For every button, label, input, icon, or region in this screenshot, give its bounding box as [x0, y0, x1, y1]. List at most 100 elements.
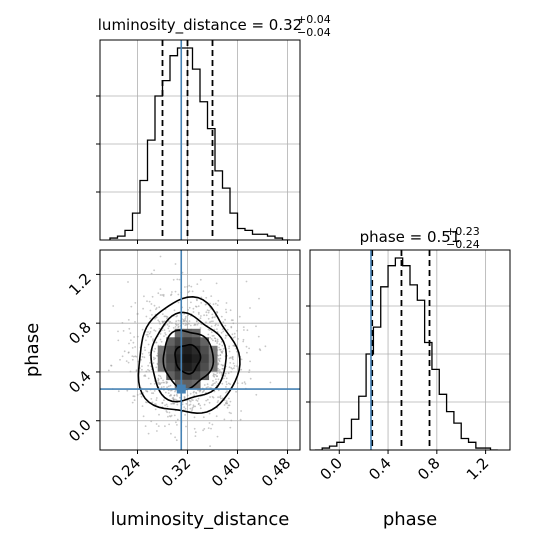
- joint-scatter-point: [134, 346, 137, 348]
- joint-scatter-point: [199, 407, 202, 410]
- joint-scatter-point: [195, 320, 198, 323]
- joint-scatter-point: [188, 290, 191, 293]
- joint-scatter-point: [159, 333, 162, 335]
- joint-scatter-point: [170, 389, 173, 392]
- joint-scatter-point: [196, 323, 199, 326]
- joint-scatter-point: [198, 402, 200, 405]
- joint-ytick-label-2: 0.8: [65, 318, 95, 348]
- joint-scatter-point: [132, 395, 135, 398]
- joint-scatter-point: [127, 281, 129, 283]
- joint-contour-level-2: [150, 311, 228, 403]
- joint-scatter-point: [207, 427, 210, 429]
- joint-scatter-point: [142, 307, 145, 310]
- joint-scatter-point: [128, 327, 131, 330]
- joint-scatter-point: [227, 382, 230, 385]
- joint-scatter-point: [172, 237, 174, 239]
- joint-scatter-point: [212, 303, 215, 306]
- luminosity-distance-histogram-panel: [96, 39, 301, 244]
- joint-scatter-point: [125, 360, 128, 362]
- joint-scatter-point: [153, 390, 156, 392]
- joint-scatter-point: [168, 325, 171, 328]
- joint-contour-panel: 0.24 0.32 0.40 0.48 0.0 0.4 0.8 1.2: [65, 237, 301, 490]
- joint-scatter-point: [141, 368, 143, 371]
- joint-scatter-point: [225, 381, 228, 383]
- joint-scatter-point: [224, 337, 227, 339]
- joint-scatter-point: [219, 354, 222, 356]
- joint-scatter-point: [227, 404, 230, 407]
- joint-scatter-point: [209, 336, 212, 339]
- joint-scatter-point: [224, 375, 227, 377]
- joint-scatter-point: [167, 392, 170, 394]
- joint-scatter-point: [225, 400, 228, 402]
- joint-scatter-point: [157, 292, 160, 295]
- joint-scatter-point: [163, 386, 165, 388]
- joint-scatter-point: [206, 383, 209, 386]
- joint-scatter-point: [161, 320, 164, 323]
- joint-scatter-point: [231, 368, 234, 370]
- joint-scatter-point: [214, 337, 217, 340]
- joint-scatter-point: [205, 321, 207, 324]
- joint-scatter-point: [197, 313, 200, 315]
- joint-scatter-point: [199, 278, 202, 281]
- joint-scatter-point: [212, 316, 214, 319]
- joint-scatter-point: [218, 346, 220, 349]
- joint-scatter-point: [174, 322, 177, 325]
- joint-scatter-point: [216, 338, 219, 341]
- joint-density-cell: [166, 371, 176, 381]
- joint-scatter-point: [214, 302, 217, 305]
- joint-scatter-point: [242, 326, 245, 328]
- joint-scatter-point: [132, 355, 135, 358]
- joint-scatter-point: [182, 318, 185, 321]
- y-axis-label-phase: phase: [22, 323, 43, 377]
- joint-scatter-point: [151, 314, 153, 316]
- joint-scatter-point: [218, 360, 221, 363]
- joint-density-cell: [174, 379, 184, 389]
- joint-scatter-point: [240, 358, 243, 361]
- joint-scatter-point: [162, 379, 165, 382]
- joint-scatter-point: [152, 338, 154, 340]
- joint-scatter-point: [219, 357, 222, 360]
- joint-scatter-point: [131, 401, 134, 404]
- joint-scatter-point: [241, 382, 244, 385]
- joint-scatter-point: [152, 392, 155, 395]
- joint-scatter-point: [235, 390, 238, 393]
- joint-scatter-point: [225, 377, 228, 380]
- joint-scatter-point: [220, 331, 223, 334]
- joint-scatter-point: [164, 425, 166, 428]
- joint-scatter-point: [220, 363, 223, 366]
- joint-density-cell: [200, 371, 210, 381]
- joint-scatter-point: [207, 328, 210, 331]
- joint-scatter-point: [211, 313, 214, 316]
- joint-scatter-point: [213, 390, 216, 393]
- joint-scatter-point: [150, 327, 152, 329]
- joint-scatter-point: [258, 297, 260, 300]
- joint-density-cell: [183, 337, 193, 347]
- joint-scatter-point: [269, 381, 272, 384]
- joint-scatter-point: [195, 298, 198, 301]
- joint-scatter-point: [186, 394, 189, 397]
- joint-scatter-point: [175, 315, 178, 318]
- joint-scatter-point: [150, 420, 153, 423]
- joint-scatter-point: [188, 306, 191, 309]
- joint-scatter-point: [184, 324, 187, 326]
- joint-scatter-point: [163, 315, 166, 318]
- joint-scatter-point: [129, 332, 132, 334]
- joint-scatter-point: [225, 334, 228, 337]
- joint-scatter-point: [228, 411, 231, 414]
- joint-scatter-point: [153, 269, 156, 272]
- joint-scatter-point: [221, 328, 224, 330]
- joint-scatter-point: [205, 314, 208, 317]
- joint-scatter-point: [154, 347, 157, 350]
- joint-scatter-point: [212, 334, 215, 337]
- joint-scatter-point: [130, 339, 132, 342]
- joint-scatter-point: [157, 378, 160, 381]
- joint-scatter-point: [121, 322, 124, 324]
- joint-scatter-point: [175, 324, 178, 326]
- joint-scatter-point: [203, 384, 206, 386]
- joint-scatter-point: [145, 339, 147, 342]
- joint-scatter-point: [217, 358, 220, 360]
- joint-scatter-point: [217, 324, 220, 326]
- joint-scatter-point: [153, 383, 156, 385]
- joint-scatter-point: [243, 329, 245, 331]
